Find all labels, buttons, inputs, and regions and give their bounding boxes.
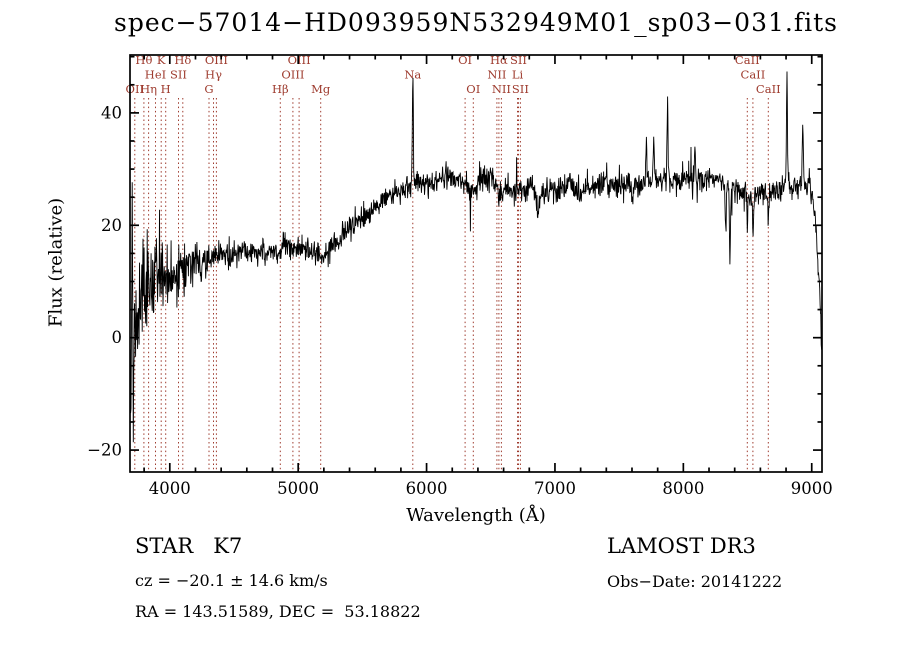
spectral-line-label: Hβ	[272, 82, 289, 96]
y-axis-label: Flux (relative)	[45, 197, 67, 328]
spectral-line-label: OIII	[288, 53, 311, 67]
spectral-line-label: OIII	[205, 53, 228, 67]
spectral-line-label: Mg	[311, 82, 331, 96]
spectral-line-label: Hδ	[174, 53, 191, 67]
spectral-line-label: SII	[170, 68, 187, 82]
spectral-line-markers: OIIHθHηHeIKHSIIHδGHγOIIIHβOIIIOIIIMgNaOI…	[126, 53, 781, 471]
spectral-line-label: OI	[458, 53, 472, 67]
spectral-line-label: CaII	[735, 53, 760, 67]
y-tick-label: −20	[87, 441, 122, 460]
figure-title: spec−57014−HD093959N532949M01_sp03−031.f…	[114, 8, 838, 37]
spectral-line-label: Li	[512, 68, 524, 82]
y-tick-label: 0	[112, 328, 123, 347]
spectral-line-label: Na	[404, 68, 421, 82]
spectral-line-label: G	[204, 82, 213, 96]
x-tick-label: 5000	[277, 479, 319, 498]
x-tick-label: 8000	[662, 479, 704, 498]
x-tick-label: 4000	[149, 479, 191, 498]
spectral-line-label: SII	[512, 82, 529, 96]
x-tick-label: 6000	[406, 479, 448, 498]
survey-text: LAMOST DR3	[607, 534, 756, 558]
spectral-line-label: Hθ	[135, 53, 152, 67]
spectral-line-label: NII	[487, 68, 506, 82]
x-tick-label: 9000	[791, 479, 833, 498]
spectral-line-label: CaII	[756, 82, 781, 96]
y-tick-label: 20	[101, 216, 122, 235]
y-tick-label: 40	[101, 103, 122, 122]
spectral-line-label: HeI	[145, 68, 166, 82]
x-axis-label: Wavelength (Å)	[406, 505, 546, 526]
spectral-line-label: OI	[466, 82, 480, 96]
spectral-line-label: OIII	[281, 68, 304, 82]
spectral-line-label: CaII	[741, 68, 766, 82]
spectral-line-label: K	[157, 53, 166, 67]
spectral-line-label: Hη	[140, 82, 157, 96]
cz-text: cz = −20.1 ± 14.6 km/s	[135, 571, 328, 590]
spectral-line-label: Hγ	[205, 68, 222, 82]
spectral-line-label: NII	[492, 82, 511, 96]
spectrum-trace	[130, 71, 822, 443]
spectral-line-label: SII	[510, 53, 527, 67]
classification-text: STAR K7	[135, 534, 243, 558]
coords-text: RA = 143.51589, DEC = 53.18822	[135, 602, 421, 621]
spectral-line-label: H	[161, 82, 171, 96]
obs-date-text: Obs−Date: 20141222	[607, 572, 783, 591]
axes-frame	[129, 54, 823, 473]
x-tick-label: 7000	[534, 479, 576, 498]
tick-labels: 4000 5000 6000 7000 8000 9000 −20 0 20 40	[87, 103, 833, 498]
